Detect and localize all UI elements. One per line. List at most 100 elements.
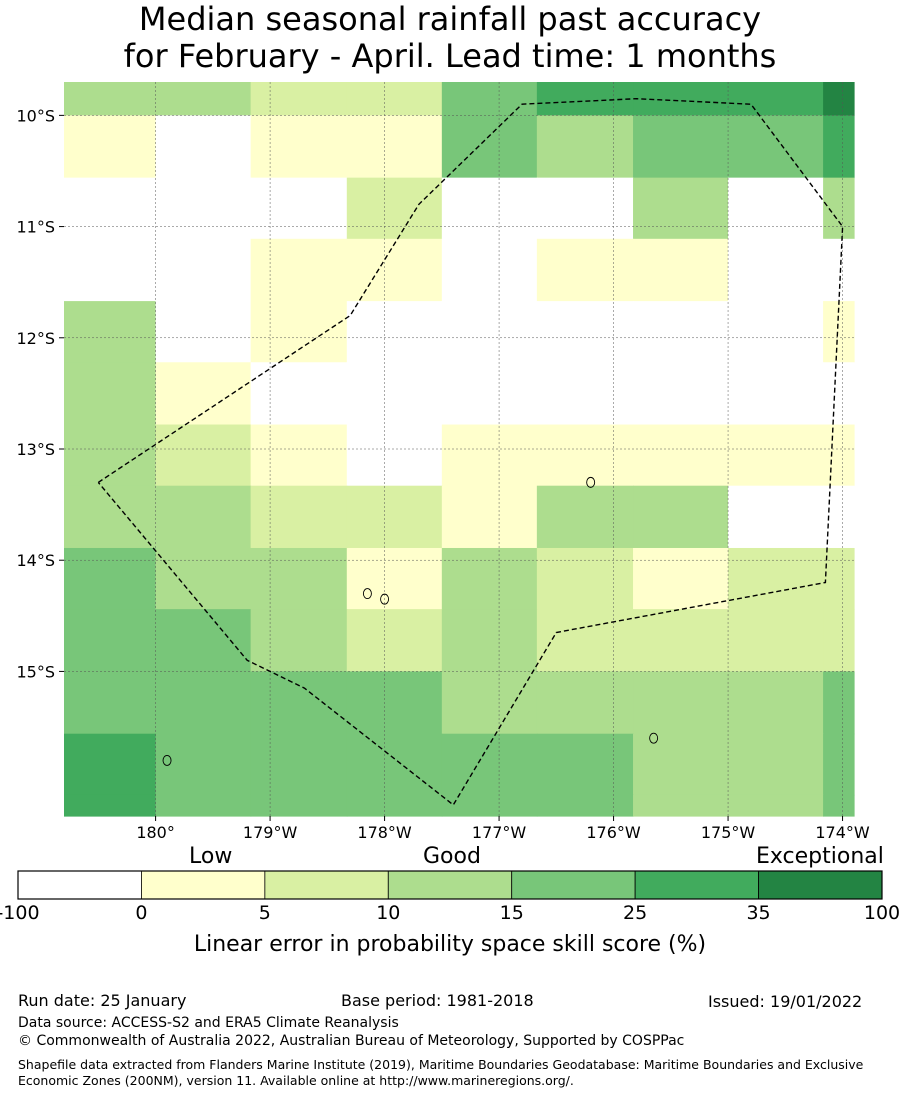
colorbar-label: Linear error in probability space skill … — [193, 932, 707, 957]
heat-cell — [155, 82, 252, 116]
heat-cell — [346, 733, 443, 796]
heat-cell — [155, 485, 252, 549]
maritime-boundary — [97, 97, 844, 806]
y-tick-label: 14°S — [16, 551, 55, 570]
colorbar-tick: 15 — [499, 902, 524, 924]
heat-cell — [633, 547, 729, 610]
heat-cell — [633, 362, 729, 426]
heat-cell — [633, 794, 729, 817]
y-tick-label: 15°S — [16, 662, 55, 681]
run-date: Run date: 25 January — [18, 991, 187, 1010]
colorbar-swatch — [758, 870, 883, 900]
heat-cell — [441, 424, 538, 487]
heat-cell — [441, 609, 538, 673]
heat-cell — [823, 733, 855, 796]
x-tick-label: 176°W — [586, 823, 641, 842]
heat-cell — [64, 547, 157, 610]
heat-cell — [441, 794, 538, 817]
heat-cell — [155, 362, 252, 426]
heat-cell — [441, 671, 538, 735]
heat-cell — [633, 485, 729, 549]
map-title-line-2: for February - April. Lead time: 1 month… — [123, 37, 777, 75]
heat-cell — [823, 177, 855, 240]
heat-cell — [633, 115, 729, 179]
heat-cell — [155, 115, 252, 179]
island-outline — [649, 732, 659, 744]
y-tick-label: 10°S — [16, 106, 55, 125]
heat-cell — [536, 115, 634, 179]
heat-cell — [728, 177, 824, 240]
heat-cell — [155, 177, 252, 240]
heat-cell — [728, 362, 824, 426]
heat-cell — [64, 362, 157, 426]
x-tick-label: 175°W — [701, 823, 756, 842]
heat-cell — [64, 177, 157, 240]
legend-good-label: Good — [423, 844, 481, 869]
heat-cell — [728, 547, 824, 610]
heat-cell — [64, 794, 157, 817]
heat-cell — [250, 238, 348, 302]
x-tick-label: 174°W — [815, 823, 870, 842]
heat-cell — [64, 82, 157, 116]
heat-cell — [633, 733, 729, 796]
colorbar-swatch — [17, 870, 142, 900]
heat-cell — [64, 485, 157, 549]
heat-cell — [155, 794, 252, 817]
colorbar — [17, 870, 883, 900]
heat-cell — [728, 424, 824, 487]
shapefile-credit: Shapefile data extracted from Flanders M… — [18, 1057, 864, 1088]
heat-cell — [64, 609, 157, 673]
heat-cell — [536, 485, 634, 549]
heat-cell — [633, 609, 729, 673]
colorbar-swatch — [387, 870, 513, 900]
island-outline — [162, 754, 172, 766]
colorbar-swatch — [634, 870, 759, 900]
heat-cell — [728, 671, 824, 735]
heat-cell — [64, 301, 157, 363]
heat-cell — [633, 238, 729, 302]
heat-cell — [823, 547, 855, 610]
heat-cell — [728, 238, 824, 302]
colorbar-swatch — [511, 870, 636, 900]
heat-cell — [346, 485, 443, 549]
base-period: Base period: 1981-2018 — [341, 991, 534, 1010]
heat-cell — [250, 82, 348, 116]
heat-cell — [536, 362, 634, 426]
heat-cell — [346, 301, 443, 363]
island-outline — [380, 593, 390, 605]
heat-cell — [155, 547, 252, 610]
heat-cell — [346, 424, 443, 487]
heat-cell — [250, 485, 348, 549]
heat-cell — [728, 485, 824, 549]
heat-cell — [346, 177, 443, 240]
heat-cell — [633, 671, 729, 735]
heat-cell — [633, 424, 729, 487]
heat-cell — [823, 238, 855, 302]
axis-ticks: 180° 179°W 178°W 177°W 176°W 175°W 174°W 10°S 11… — [16, 106, 869, 842]
map-title-line-1: Median seasonal rainfall past accuracy — [138, 0, 762, 38]
island-outline — [362, 588, 372, 600]
heat-cell — [536, 794, 634, 817]
heat-cell — [250, 547, 348, 610]
heat-cell — [346, 671, 443, 735]
heat-cell — [823, 671, 855, 735]
heat-cell — [250, 671, 348, 735]
copyright: © Commonwealth of Australia 2022, Austra… — [18, 1033, 685, 1049]
heat-cell — [250, 609, 348, 673]
heat-cell — [728, 301, 824, 363]
heat-cell — [155, 733, 252, 796]
colorbar-tick: 25 — [623, 902, 648, 924]
heat-cell — [346, 238, 443, 302]
heat-cell — [633, 301, 729, 363]
heat-cell — [536, 609, 634, 673]
heat-cell — [536, 671, 634, 735]
heat-cell — [633, 177, 729, 240]
heat-cell — [64, 115, 157, 179]
heat-cell — [536, 547, 634, 610]
heat-cell — [250, 733, 348, 796]
heat-cell — [346, 362, 443, 426]
colorbar-tick: 5 — [258, 902, 271, 924]
heat-cell — [346, 609, 443, 673]
island-outline — [586, 476, 596, 488]
